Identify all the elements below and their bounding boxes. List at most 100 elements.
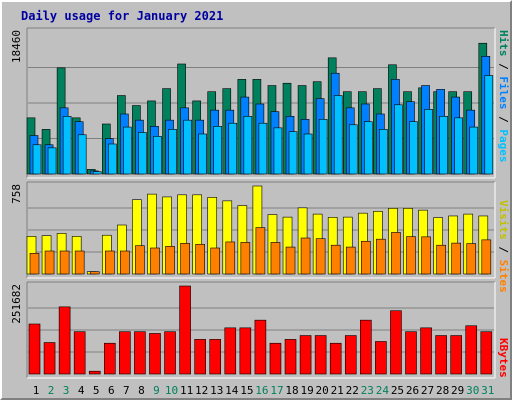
sites-bar	[150, 247, 160, 275]
kbytes-bar	[149, 333, 161, 375]
day-label: 2	[48, 384, 55, 397]
legend-entry: /	[497, 110, 510, 130]
kbytes-bar	[179, 285, 191, 375]
pages-bar	[123, 126, 132, 175]
kbytes-bar	[314, 335, 327, 375]
day-label: 8	[138, 384, 145, 397]
sites-bar	[315, 238, 326, 275]
chart-title: Daily usage for January 2021	[21, 9, 224, 23]
pages-bar	[168, 129, 177, 175]
y-max-label: 18460	[10, 30, 23, 63]
kbytes-bar	[164, 331, 176, 375]
kbytes-bar	[134, 331, 146, 375]
kbytes-bar	[239, 327, 252, 375]
kbytes-bar	[269, 342, 282, 375]
pages-bar	[258, 122, 268, 175]
sites-bar	[285, 246, 296, 275]
pages-bar	[47, 147, 57, 175]
pages-bar	[454, 117, 463, 175]
sites-bar	[89, 271, 100, 275]
sites-bar	[195, 243, 205, 275]
pages-bar	[243, 116, 253, 175]
day-label: 25	[391, 384, 404, 397]
sites-bar	[180, 243, 190, 275]
legend-middle: Visits / Sites	[497, 200, 510, 293]
sites-bar	[240, 242, 251, 275]
day-label: 14	[225, 384, 239, 397]
sites-bar	[270, 242, 281, 275]
sites-bar	[391, 232, 401, 275]
day-label: 4	[78, 384, 85, 397]
pages-bar	[318, 119, 328, 175]
day-label: 9	[153, 384, 160, 397]
pages-bar	[288, 131, 298, 175]
pages-bar	[379, 129, 388, 175]
sites-bar	[135, 245, 145, 275]
kbytes-bar	[450, 335, 462, 375]
kbytes-bar	[284, 339, 297, 375]
sites-bar	[255, 227, 266, 275]
sites-bar	[451, 242, 461, 275]
sites-bar	[376, 238, 386, 275]
kbytes-bar	[420, 327, 432, 375]
kbytes-bar	[344, 335, 357, 375]
kbytes-bar	[254, 319, 267, 375]
day-label: 12	[195, 384, 208, 397]
kbytes-bar	[390, 310, 402, 375]
legend-entry: /	[497, 240, 510, 260]
sites-bar	[210, 247, 221, 275]
sites-bar	[44, 250, 55, 275]
kbytes-bar	[58, 306, 71, 375]
day-label: 21	[331, 384, 344, 397]
day-label: 31	[481, 384, 494, 397]
legend-entry: KBytes	[497, 338, 510, 378]
kbytes-bar	[465, 325, 478, 375]
legend-entry: /	[497, 57, 510, 77]
day-label: 1	[33, 384, 40, 397]
legend-bottom: KBytes	[497, 338, 510, 378]
pages-bar	[138, 132, 147, 175]
day-label: 19	[300, 384, 313, 397]
pages-bar	[424, 109, 433, 175]
day-label: 15	[240, 384, 253, 397]
kbytes-bar	[28, 323, 41, 375]
kbytes-bar	[73, 331, 86, 375]
day-label: 16	[255, 384, 268, 397]
day-label: 20	[316, 384, 329, 397]
sites-bar	[105, 250, 115, 275]
pages-bar	[469, 126, 479, 175]
sites-bar	[481, 239, 492, 275]
kbytes-bar	[224, 327, 237, 375]
sites-bar	[421, 236, 431, 275]
day-label: 3	[63, 384, 70, 397]
pages-bar	[484, 75, 494, 175]
day-label: 17	[270, 384, 283, 397]
kbytes-bar	[209, 339, 222, 375]
pages-bar	[333, 95, 343, 175]
day-label: 28	[436, 384, 449, 397]
y-max-label: 251682	[10, 284, 23, 324]
sites-bar	[330, 244, 341, 275]
day-label: 24	[376, 384, 390, 397]
day-label: 7	[123, 384, 130, 397]
sites-bar	[120, 250, 130, 275]
day-label: 6	[108, 384, 115, 397]
sites-bar	[225, 241, 236, 275]
pages-bar	[183, 119, 192, 175]
pages-bar	[348, 124, 358, 175]
pages-bar	[273, 127, 283, 175]
kbytes-bar	[43, 342, 56, 375]
sites-bar	[300, 237, 311, 275]
legend-top: Hits / Files / Pages	[497, 30, 510, 163]
day-label: 26	[406, 384, 419, 397]
kbytes-bar	[435, 335, 447, 375]
y-max-label: 758	[10, 184, 23, 204]
kbytes-bar	[194, 339, 206, 375]
legend-entry: Visits	[497, 200, 510, 240]
pages-bar	[32, 144, 42, 175]
sites-bar	[406, 236, 416, 275]
day-label: 18	[285, 384, 298, 397]
legend-entry: Hits	[497, 30, 510, 57]
pages-bar	[62, 116, 72, 175]
